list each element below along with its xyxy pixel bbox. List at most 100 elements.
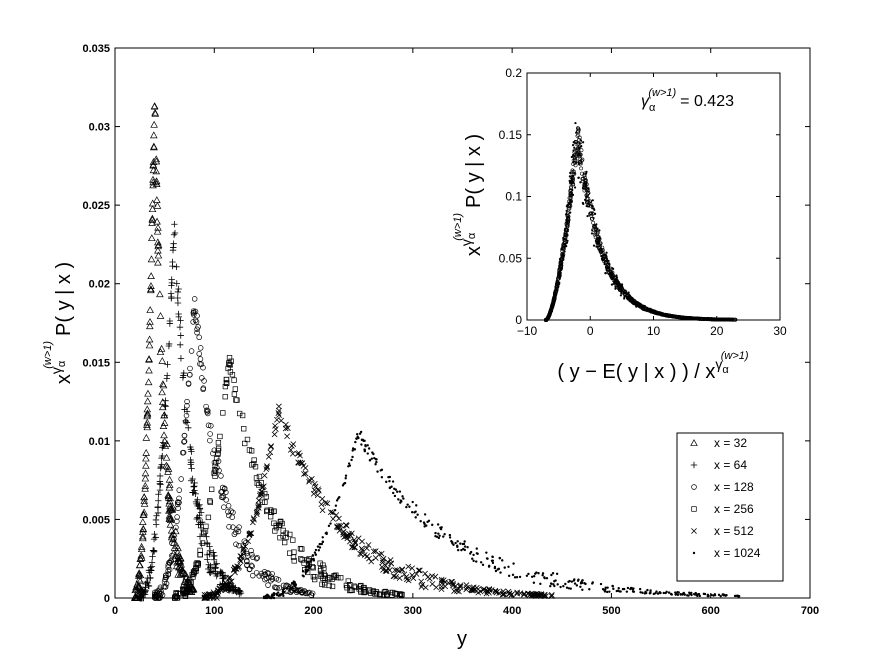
data-point-circle bbox=[175, 505, 181, 511]
data-point-triangle bbox=[158, 403, 167, 411]
data-point-cross bbox=[394, 567, 400, 574]
inset-data-point-dot bbox=[615, 276, 619, 279]
data-point-dot bbox=[682, 591, 685, 595]
legend-entry: x = 64 bbox=[690, 458, 747, 472]
legend-marker-circle bbox=[691, 484, 697, 490]
data-point-triangle bbox=[170, 538, 178, 546]
data-point-cross bbox=[295, 450, 302, 456]
data-point-dot bbox=[343, 481, 347, 485]
inset-data-point-dot bbox=[558, 270, 561, 273]
data-point-plus bbox=[190, 483, 197, 491]
data-point-dot bbox=[638, 587, 642, 591]
inset-y-tick-label: 0.05 bbox=[499, 251, 523, 265]
inset-data-point-dot bbox=[561, 252, 564, 255]
data-point-cross bbox=[438, 583, 445, 590]
data-point-cross bbox=[387, 557, 394, 563]
data-point-cross bbox=[246, 530, 253, 537]
inset-x-label-exp: γ bbox=[715, 356, 722, 372]
data-point-plus bbox=[162, 403, 169, 410]
data-point-circle bbox=[174, 514, 180, 520]
data-point-cross bbox=[255, 497, 262, 504]
series-plus bbox=[136, 221, 245, 602]
data-point-plus bbox=[160, 442, 167, 450]
data-point-plus bbox=[153, 512, 160, 519]
main-axis-ticks: 0 100 200 300 400 500 600 70000.0050.010.0150.0… bbox=[82, 43, 819, 617]
data-point-dot bbox=[327, 524, 331, 528]
data-point-dot bbox=[316, 545, 320, 548]
main-x-tick-label: 700 bbox=[801, 605, 819, 617]
data-point-square bbox=[310, 565, 316, 571]
data-point-circle bbox=[174, 518, 180, 525]
inset-data-point-dot bbox=[595, 229, 598, 232]
data-point-dot bbox=[584, 582, 587, 586]
data-point-triangle bbox=[172, 541, 181, 549]
data-point-dot bbox=[301, 574, 304, 577]
inset-data-point-dot bbox=[570, 177, 573, 180]
data-point-dot bbox=[306, 568, 310, 572]
inset-annotation-sup: (w>1) bbox=[648, 87, 676, 99]
data-point-cross bbox=[548, 592, 555, 598]
data-point-circle bbox=[208, 423, 214, 429]
data-point-dot bbox=[493, 565, 497, 569]
inset-series-dot bbox=[544, 121, 734, 322]
data-point-dot bbox=[367, 447, 371, 450]
data-point-triangle bbox=[160, 431, 168, 439]
data-point-cross bbox=[470, 587, 477, 594]
data-point-triangle bbox=[140, 493, 148, 501]
data-point-square bbox=[298, 556, 304, 562]
inset-data-point-dot bbox=[620, 283, 623, 287]
data-point-square bbox=[280, 527, 286, 534]
data-point-cross bbox=[319, 495, 326, 502]
data-point-dot bbox=[537, 572, 540, 575]
data-point-cross bbox=[302, 470, 309, 477]
inset-data-point-dot bbox=[550, 306, 554, 310]
data-point-cross bbox=[238, 553, 245, 560]
data-point-circle bbox=[293, 587, 300, 593]
data-point-plus bbox=[170, 240, 177, 247]
data-point-square bbox=[199, 540, 206, 546]
data-point-dot bbox=[356, 433, 359, 436]
data-point-circle bbox=[184, 398, 190, 405]
data-point-dot bbox=[725, 593, 728, 597]
data-point-triangle bbox=[152, 180, 161, 188]
data-point-cross bbox=[475, 589, 482, 596]
data-point-triangle bbox=[147, 282, 155, 289]
data-point-plus bbox=[151, 530, 158, 538]
inset-data-point-dot bbox=[545, 318, 548, 321]
inset-data-point-cross bbox=[576, 152, 581, 157]
data-point-dot bbox=[311, 554, 315, 557]
data-point-dot bbox=[426, 520, 429, 524]
data-point-triangle bbox=[145, 355, 153, 363]
data-point-plus bbox=[149, 553, 156, 560]
inset-data-point-dot bbox=[560, 247, 563, 251]
data-point-dot bbox=[363, 448, 366, 451]
data-point-cross bbox=[499, 591, 506, 598]
inset-data-point-dot bbox=[551, 302, 554, 305]
main-plot: 0 100 200 300 400 500 600 70000.0050.010.0150.0… bbox=[42, 43, 819, 650]
data-point-dot bbox=[368, 459, 372, 462]
data-point-plus bbox=[187, 459, 195, 466]
data-point-dot bbox=[490, 559, 494, 562]
data-point-triangle bbox=[165, 506, 173, 514]
data-point-circle bbox=[253, 555, 260, 562]
inset-data-point-dot bbox=[585, 196, 588, 199]
inset-data-point-dot bbox=[627, 298, 630, 301]
data-point-triangle bbox=[137, 551, 145, 559]
data-point-triangle bbox=[143, 409, 152, 417]
data-point-cross bbox=[457, 583, 464, 590]
data-point-plus bbox=[185, 424, 192, 432]
data-point-cross bbox=[405, 563, 412, 570]
data-point-dot bbox=[396, 490, 399, 493]
inset-data-point-dot bbox=[571, 174, 574, 177]
legend-entry: x = 512 bbox=[691, 524, 754, 538]
inset-data-point-dot bbox=[573, 172, 576, 175]
main-y-tick-label: 0.005 bbox=[82, 514, 110, 526]
data-point-square bbox=[322, 580, 328, 586]
inset-data-point-dot bbox=[577, 162, 581, 165]
data-point-cross bbox=[289, 450, 296, 457]
data-point-dot bbox=[564, 582, 567, 586]
inset-data-point-cross bbox=[572, 155, 577, 159]
inset-data-point-dot bbox=[572, 154, 575, 157]
